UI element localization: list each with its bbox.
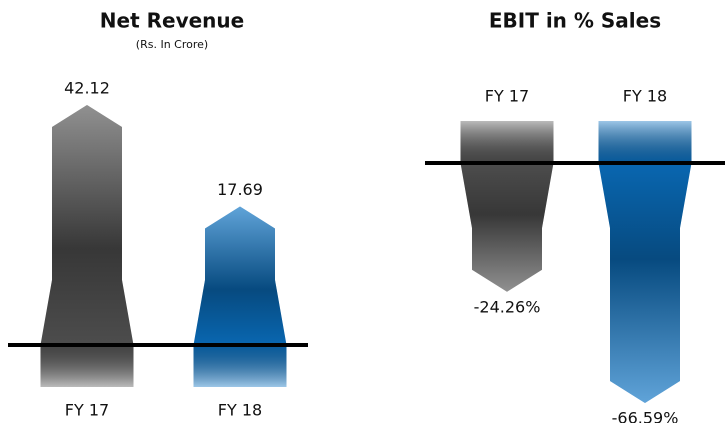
category-label: FY 18 [218,401,262,420]
value-label: 42.12 [64,79,110,98]
pedestal-shade [460,121,554,163]
bar-shade [460,163,554,292]
category-label: FY 18 [623,87,667,106]
chart-title: EBIT in % Sales [489,9,661,33]
value-label: -24.26% [474,297,541,316]
bar-shade [598,163,692,403]
value-label: 17.69 [217,180,263,199]
category-label: FY 17 [485,87,529,106]
value-label: -66.59% [612,409,679,423]
chart-subtitle: (Rs. In Crore) [136,38,208,51]
chart-title: Net Revenue [100,9,244,33]
bar-shade [40,105,134,345]
bar-shade [193,206,287,345]
pedestal-shade [40,345,134,387]
pedestal-shade [193,345,287,387]
pedestal-shade [598,121,692,163]
category-label: FY 17 [65,401,109,420]
